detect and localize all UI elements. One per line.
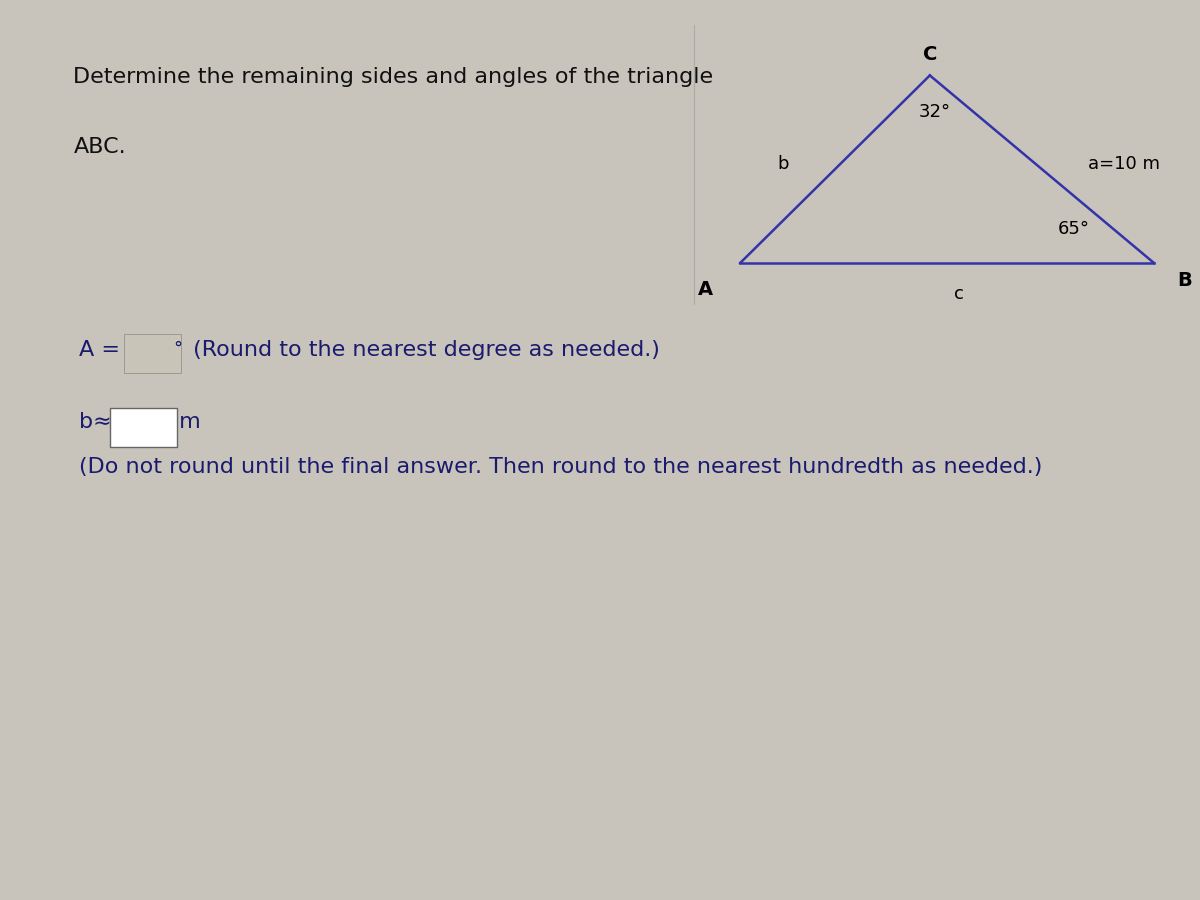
Text: A = 83: A = 83 [79,340,163,360]
Text: (Do not round until the final answer. Then round to the nearest hundredth as nee: (Do not round until the final answer. Th… [79,457,1043,477]
Text: m: m [173,412,202,432]
Text: 32°: 32° [918,104,950,122]
Text: ABC.: ABC. [73,137,126,157]
Text: c: c [954,285,964,303]
Text: °: ° [174,340,182,358]
Text: A: A [698,280,713,299]
FancyBboxPatch shape [110,409,176,447]
Text: a=10 m: a=10 m [1088,155,1160,173]
FancyBboxPatch shape [124,334,181,373]
Text: 65°: 65° [1057,220,1090,238]
Text: b: b [778,155,790,173]
Text: Determine the remaining sides and angles of the triangle: Determine the remaining sides and angles… [73,67,714,87]
Text: C: C [923,45,937,64]
Text: b≈: b≈ [79,412,112,432]
Text: B: B [1177,272,1192,291]
Text: (Round to the nearest degree as needed.): (Round to the nearest degree as needed.) [186,340,660,360]
